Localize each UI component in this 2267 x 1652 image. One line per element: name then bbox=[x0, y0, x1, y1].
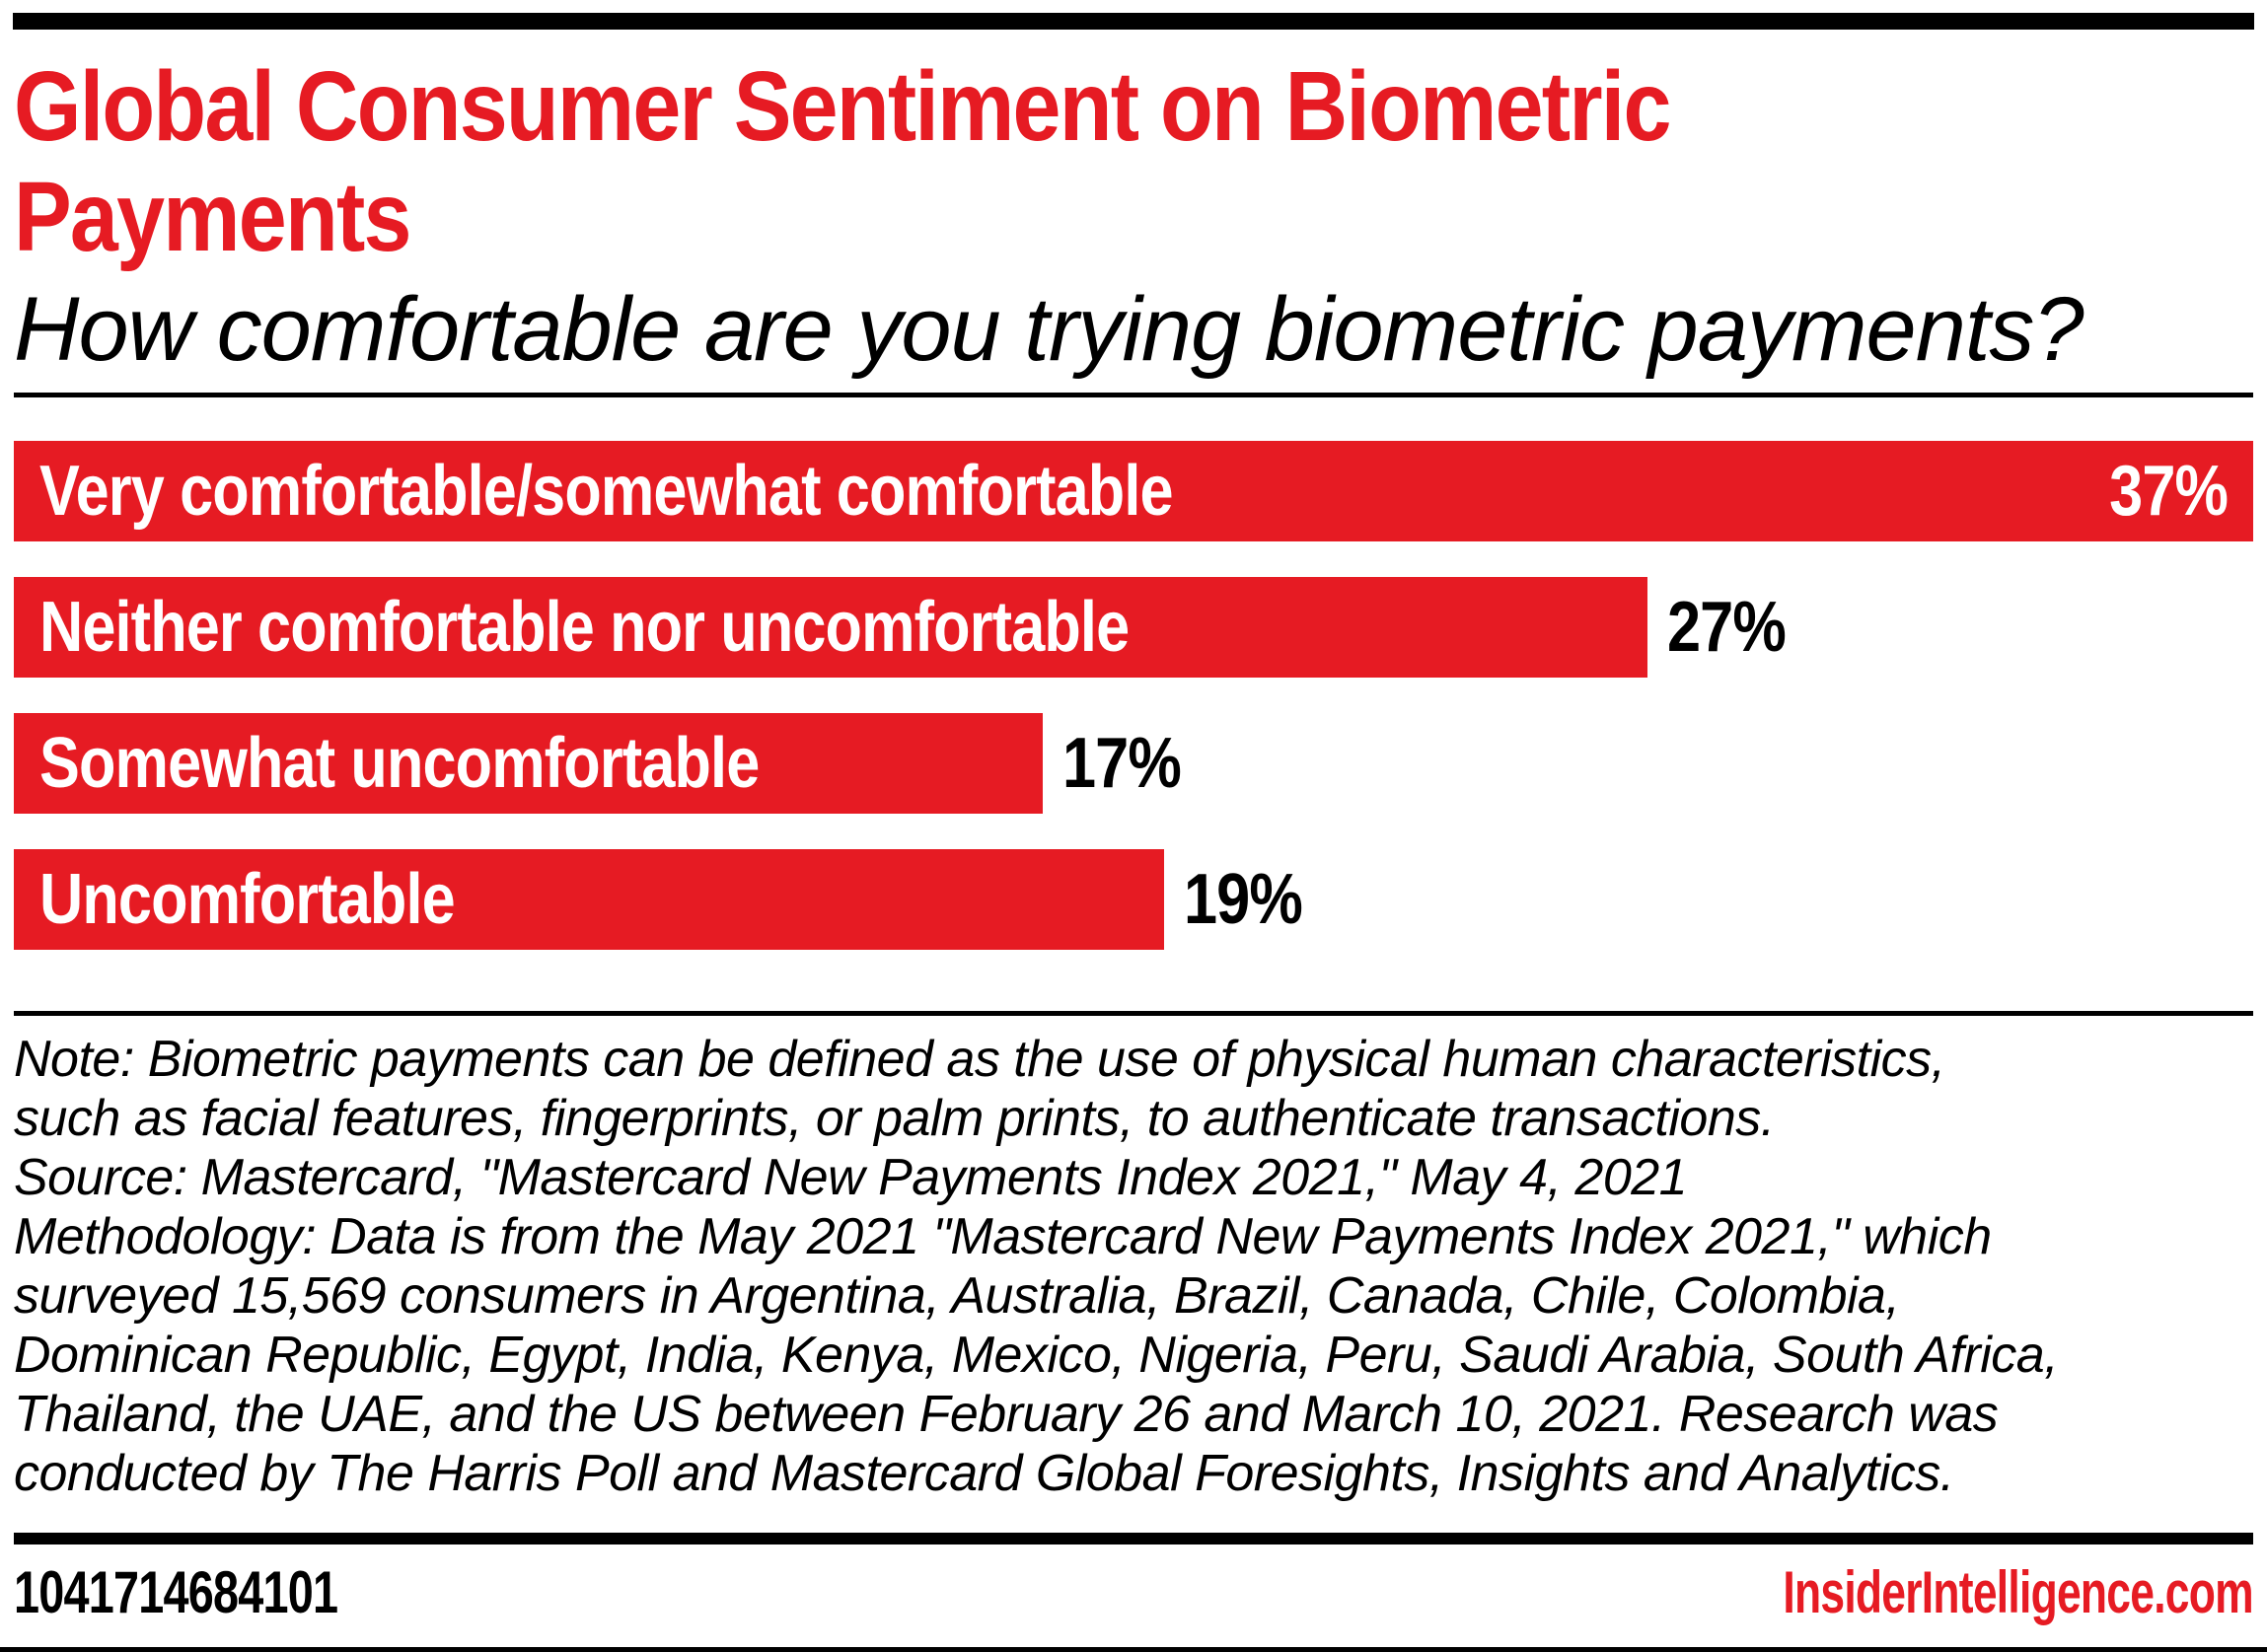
chart-subtitle: How comfortable are you trying biometric… bbox=[14, 279, 2084, 380]
bar-value-label: 37% bbox=[2109, 452, 2229, 531]
bar-value-label: 27% bbox=[1667, 588, 1787, 667]
bar-category-label: Very comfortable/somewhat comfortable bbox=[39, 452, 1174, 531]
notes-block: Note: Biometric payments can be defined … bbox=[14, 1030, 2253, 1503]
chart-page: Global Consumer Sentiment on Biometric P… bbox=[0, 51, 2267, 1626]
methodology-text: Methodology: Data is from the May 2021 "… bbox=[14, 1208, 2059, 1502]
chart-title: Global Consumer Sentiment on Biometric P… bbox=[14, 51, 1671, 272]
bar: Uncomfortable bbox=[14, 849, 1164, 950]
bar-row: Uncomfortable 19% bbox=[14, 849, 2253, 950]
chart-id: 1041714684101 bbox=[14, 1559, 338, 1625]
bar-category-label: Uncomfortable bbox=[39, 860, 456, 939]
note-text: Note: Biometric payments can be defined … bbox=[14, 1031, 1945, 1147]
bar-row: Neither comfortable nor uncomfortable 27% bbox=[14, 577, 2253, 678]
bar-chart: Very comfortable/somewhat comfortable 37%… bbox=[14, 441, 2253, 950]
bar-row: Very comfortable/somewhat comfortable 37% bbox=[14, 441, 2253, 541]
divider-bottom bbox=[14, 1011, 2253, 1016]
footer-divider-bar bbox=[14, 1533, 2253, 1544]
bar-category-label: Somewhat uncomfortable bbox=[39, 724, 760, 803]
bar-category-label: Neither comfortable nor uncomfortable bbox=[39, 588, 1130, 667]
bar: Neither comfortable nor uncomfortable bbox=[14, 577, 1648, 678]
top-accent-bar bbox=[13, 13, 2254, 30]
divider-top bbox=[14, 393, 2253, 397]
footer-row: 1041714684101 InsiderIntelligence.com bbox=[14, 1558, 2254, 1626]
source-text: Source: Mastercard, "Mastercard New Paym… bbox=[14, 1149, 1688, 1206]
bar-value-label: 17% bbox=[1061, 724, 1182, 803]
bar: Very comfortable/somewhat comfortable 37% bbox=[14, 441, 2253, 541]
bar-row: Somewhat uncomfortable 17% bbox=[14, 713, 2253, 814]
brand-link[interactable]: InsiderIntelligence.com bbox=[1783, 1559, 2254, 1625]
bar: Somewhat uncomfortable bbox=[14, 713, 1043, 814]
bottom-border-line bbox=[0, 1647, 2267, 1652]
bar-value-label: 19% bbox=[1183, 860, 1303, 939]
